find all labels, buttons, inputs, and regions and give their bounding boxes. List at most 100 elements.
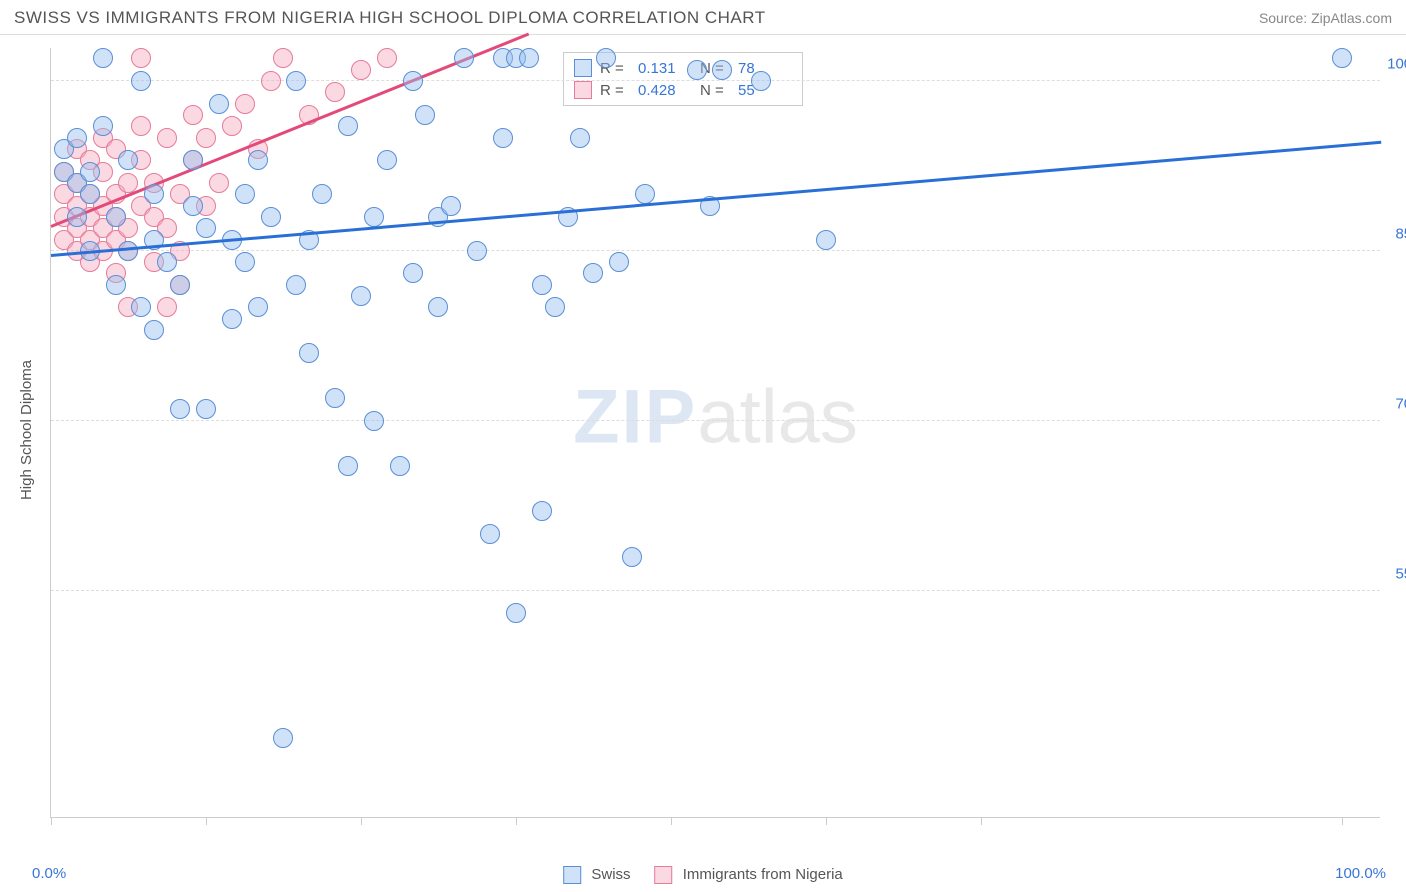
swiss-point bbox=[157, 252, 177, 272]
swiss-point bbox=[286, 275, 306, 295]
x-tick bbox=[206, 817, 207, 825]
swiss-point bbox=[635, 184, 655, 204]
legend-bottom: Swiss Immigrants from Nigeria bbox=[563, 866, 843, 884]
nigeria-point bbox=[209, 173, 229, 193]
swiss-point bbox=[596, 48, 616, 68]
swiss-point bbox=[545, 297, 565, 317]
nigeria-point bbox=[351, 60, 371, 80]
swiss-point bbox=[364, 411, 384, 431]
swiss-point bbox=[816, 230, 836, 250]
swiss-point bbox=[67, 128, 87, 148]
swiss-point bbox=[441, 196, 461, 216]
swiss-point bbox=[106, 207, 126, 227]
swiss-point bbox=[403, 263, 423, 283]
swiss-point bbox=[80, 184, 100, 204]
x-axis-label-max: 100.0% bbox=[1335, 865, 1386, 882]
nigeria-point bbox=[196, 128, 216, 148]
nigeria-point bbox=[157, 297, 177, 317]
chart-header: SWISS VS IMMIGRANTS FROM NIGERIA HIGH SC… bbox=[0, 0, 1406, 35]
swiss-point bbox=[235, 252, 255, 272]
legend-swatch-nigeria bbox=[574, 81, 592, 99]
n-label: N = bbox=[700, 82, 730, 99]
r-value-nigeria: 0.428 bbox=[638, 82, 692, 99]
swiss-point bbox=[261, 207, 281, 227]
swiss-point bbox=[248, 150, 268, 170]
swiss-point bbox=[299, 343, 319, 363]
swiss-point bbox=[93, 116, 113, 136]
swiss-point bbox=[403, 71, 423, 91]
y-tick-label: 70.0% bbox=[1395, 395, 1406, 412]
swiss-point bbox=[286, 71, 306, 91]
legend-item-nigeria: Immigrants from Nigeria bbox=[655, 866, 843, 884]
x-tick bbox=[671, 817, 672, 825]
swiss-point bbox=[93, 48, 113, 68]
x-tick bbox=[516, 817, 517, 825]
r-label: R = bbox=[600, 82, 630, 99]
chart-plot-area: ZIPatlas R = 0.131 N = 78 R = 0.428 N = … bbox=[50, 48, 1380, 818]
swiss-point bbox=[622, 547, 642, 567]
swiss-point bbox=[144, 320, 164, 340]
nigeria-point bbox=[131, 116, 151, 136]
swiss-point bbox=[712, 60, 732, 80]
chart-source: Source: ZipAtlas.com bbox=[1259, 10, 1392, 26]
swiss-point bbox=[338, 456, 358, 476]
nigeria-point bbox=[273, 48, 293, 68]
x-tick bbox=[361, 817, 362, 825]
nigeria-point bbox=[261, 71, 281, 91]
nigeria-point bbox=[183, 105, 203, 125]
chart-title: SWISS VS IMMIGRANTS FROM NIGERIA HIGH SC… bbox=[14, 8, 766, 28]
swiss-point bbox=[131, 71, 151, 91]
swiss-point bbox=[209, 94, 229, 114]
swiss-point bbox=[196, 218, 216, 238]
swiss-point bbox=[751, 71, 771, 91]
nigeria-point bbox=[325, 82, 345, 102]
swiss-point bbox=[493, 128, 513, 148]
gridline bbox=[51, 80, 1380, 81]
swiss-point bbox=[196, 399, 216, 419]
x-tick bbox=[826, 817, 827, 825]
swiss-point bbox=[351, 286, 371, 306]
legend-label-nigeria: Immigrants from Nigeria bbox=[683, 866, 843, 883]
swiss-point bbox=[1332, 48, 1352, 68]
legend-swatch-swiss bbox=[574, 59, 592, 77]
watermark: ZIPatlas bbox=[573, 374, 858, 461]
swiss-point bbox=[687, 60, 707, 80]
swiss-point bbox=[390, 456, 410, 476]
swiss-point bbox=[325, 388, 345, 408]
y-tick-label: 100.0% bbox=[1387, 55, 1406, 72]
swiss-point bbox=[570, 128, 590, 148]
legend-item-swiss: Swiss bbox=[563, 866, 630, 884]
gridline bbox=[51, 590, 1380, 591]
swiss-point bbox=[609, 252, 629, 272]
legend-swatch-swiss bbox=[563, 866, 581, 884]
swiss-point bbox=[338, 116, 358, 136]
swiss-point bbox=[144, 184, 164, 204]
gridline bbox=[51, 250, 1380, 251]
nigeria-point bbox=[131, 48, 151, 68]
x-axis-label-min: 0.0% bbox=[32, 865, 66, 882]
swiss-point bbox=[467, 241, 487, 261]
nigeria-point bbox=[222, 116, 242, 136]
legend-label-swiss: Swiss bbox=[591, 866, 630, 883]
y-axis-title: High School Diploma bbox=[18, 360, 35, 500]
swiss-point bbox=[532, 275, 552, 295]
swiss-point bbox=[364, 207, 384, 227]
swiss-point bbox=[415, 105, 435, 125]
watermark-zip: ZIP bbox=[573, 375, 697, 460]
swiss-point bbox=[248, 297, 268, 317]
swiss-point bbox=[67, 207, 87, 227]
swiss-point bbox=[118, 150, 138, 170]
gridline bbox=[51, 420, 1380, 421]
swiss-point bbox=[222, 309, 242, 329]
nigeria-point bbox=[377, 48, 397, 68]
swiss-point bbox=[506, 603, 526, 623]
x-tick bbox=[981, 817, 982, 825]
swiss-point bbox=[131, 297, 151, 317]
r-value-swiss: 0.131 bbox=[638, 60, 692, 77]
nigeria-point bbox=[235, 94, 255, 114]
swiss-point bbox=[183, 196, 203, 216]
swiss-point bbox=[532, 501, 552, 521]
swiss-point bbox=[377, 150, 397, 170]
swiss-point bbox=[80, 162, 100, 182]
swiss-point bbox=[235, 184, 255, 204]
